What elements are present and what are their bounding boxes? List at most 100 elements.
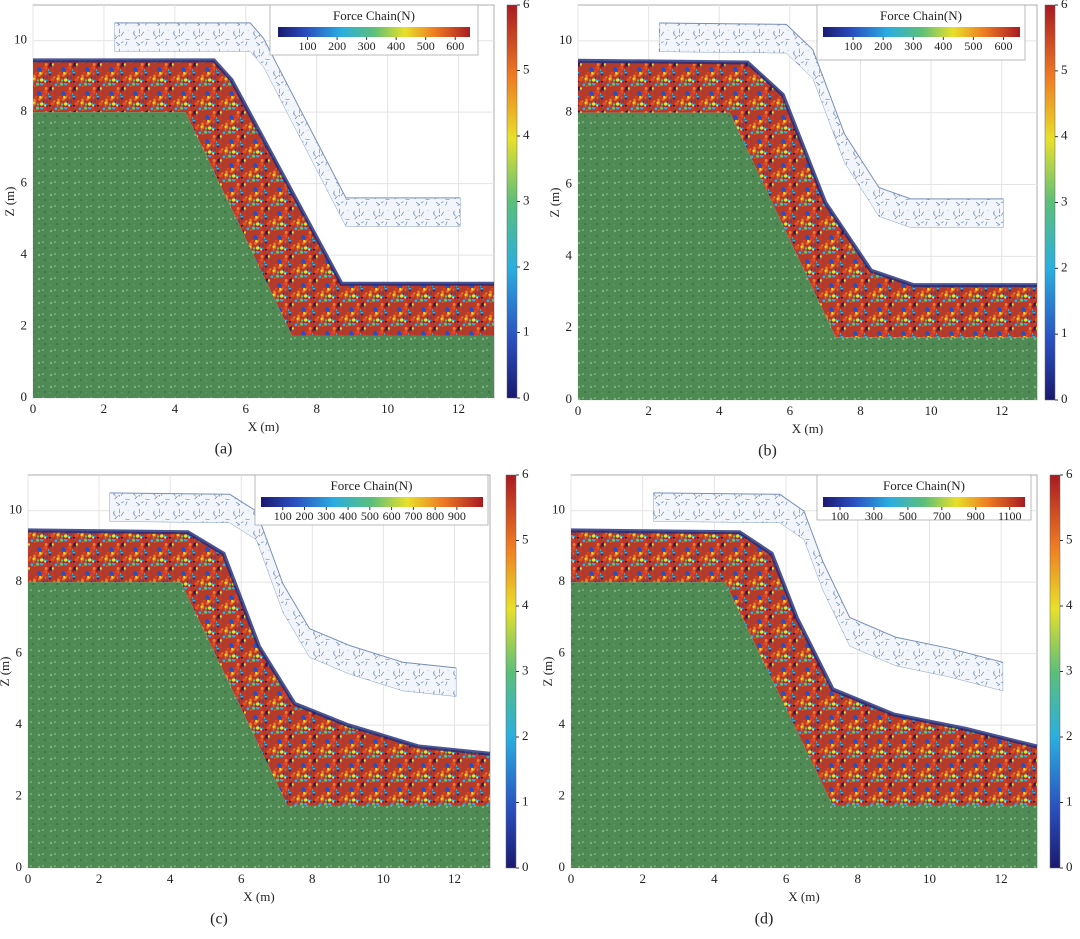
x-tick-label: 2 — [101, 401, 108, 416]
legend-tick-label: 200 — [296, 509, 314, 523]
legend-tick-label: 600 — [994, 39, 1012, 53]
colorbar-tick-label: 6 — [1066, 466, 1073, 481]
x-tick-label: 6 — [783, 871, 790, 886]
colorbar-tick-label: 0 — [523, 389, 530, 404]
y-axis-label: Z (m) — [547, 188, 562, 218]
colorbar-tick-label: 3 — [523, 192, 530, 207]
x-tick-label: 4 — [716, 403, 723, 418]
colorbar-tick-label: 3 — [1061, 193, 1068, 208]
legend-gradient — [261, 497, 483, 507]
x-tick-label: 8 — [855, 871, 862, 886]
x-axis-label: X (m) — [788, 889, 819, 904]
legend-tick-label: 600 — [383, 509, 401, 523]
x-tick-label: 8 — [309, 871, 316, 886]
legend-tick-label: 900 — [967, 509, 985, 523]
y-tick-label: 0 — [559, 859, 566, 874]
colorbar-tick-label: 5 — [522, 531, 529, 546]
colorbar-tick-label: 1 — [1061, 325, 1068, 340]
colorbar-tick-label: 1 — [522, 793, 529, 808]
x-tick-label: 6 — [238, 871, 245, 886]
y-tick-label: 8 — [566, 104, 573, 119]
colorbar — [506, 4, 518, 399]
y-tick-label: 8 — [21, 103, 28, 118]
x-tick-label: 4 — [172, 401, 179, 416]
legend-tick-label: 900 — [448, 509, 466, 523]
legend-tick-label: 100 — [844, 39, 862, 53]
colorbar-tick-label: 4 — [522, 597, 529, 612]
y-tick-label: 10 — [9, 502, 22, 517]
y-tick-label: 6 — [16, 645, 23, 660]
legend-tick-label: 500 — [964, 39, 982, 53]
x-tick-label: 0 — [30, 401, 37, 416]
legend-tick-label: 1100 — [998, 509, 1022, 523]
panel-caption: (b) — [758, 443, 777, 460]
x-tick-label: 12 — [995, 871, 1008, 886]
x-tick-label: 12 — [448, 871, 461, 886]
colorbar — [505, 474, 517, 869]
colorbar-tick-label: 0 — [522, 859, 529, 874]
colorbar-tick-label: 3 — [522, 662, 529, 677]
base-layer — [33, 112, 494, 398]
legend-gradient — [278, 27, 470, 37]
legend-tick-label: 200 — [328, 39, 346, 53]
y-tick-label: 2 — [559, 788, 566, 803]
colorbar-tick-label: 4 — [523, 127, 530, 142]
legend-gradient — [823, 27, 1020, 37]
mixed-layer — [28, 530, 490, 806]
legend-tick-label: 800 — [426, 509, 444, 523]
colorbar-tick-label: 4 — [1066, 597, 1073, 612]
legend-title: Force Chain(N) — [331, 478, 413, 493]
y-tick-label: 6 — [21, 175, 28, 190]
y-tick-label: 8 — [559, 573, 566, 588]
legend-tick-label: 200 — [874, 39, 892, 53]
y-tick-label: 8 — [16, 573, 23, 588]
y-tick-label: 4 — [21, 246, 28, 261]
x-axis-label: X (m) — [243, 889, 274, 904]
x-tick-label: 0 — [25, 871, 32, 886]
base-layer — [578, 112, 1037, 400]
legend-tick-label: 100 — [831, 509, 849, 523]
colorbar — [1044, 4, 1056, 401]
legend-tick-label: 500 — [417, 39, 435, 53]
legend-tick-label: 400 — [387, 39, 405, 53]
x-tick-label: 2 — [96, 871, 103, 886]
y-tick-label: 4 — [566, 247, 573, 262]
surface-edge — [27, 528, 491, 756]
legend-tick-label: 500 — [899, 509, 917, 523]
colorbar-tick-label: 5 — [1066, 531, 1073, 546]
colorbar-tick-label: 3 — [1066, 662, 1073, 677]
x-tick-label: 6 — [243, 401, 250, 416]
legend-tick-label: 100 — [274, 509, 292, 523]
y-axis-label: Z (m) — [0, 657, 12, 687]
x-tick-label: 12 — [452, 401, 465, 416]
base-layer — [571, 582, 1037, 868]
colorbar-tick-label: 2 — [1061, 259, 1068, 274]
mixed-layer — [571, 530, 1037, 806]
y-tick-label: 4 — [559, 716, 566, 731]
y-tick-label: 2 — [16, 788, 23, 803]
x-tick-label: 10 — [377, 871, 390, 886]
x-tick-label: 2 — [639, 871, 646, 886]
y-tick-label: 10 — [552, 502, 565, 517]
y-tick-label: 6 — [559, 645, 566, 660]
legend-tick-label: 300 — [865, 509, 883, 523]
colorbar-tick-label: 1 — [1066, 793, 1073, 808]
panel-caption: (c) — [210, 911, 228, 928]
x-tick-label: 2 — [645, 403, 652, 418]
colorbar-tick-label: 2 — [1066, 728, 1073, 743]
colorbar-tick-label: 4 — [1061, 128, 1068, 143]
legend-tick-label: 300 — [904, 39, 922, 53]
legend-title: Force Chain(N) — [333, 8, 415, 23]
x-tick-label: 6 — [787, 403, 794, 418]
x-axis-label: X (m) — [792, 421, 823, 436]
colorbar-tick-label: 5 — [1061, 62, 1068, 77]
legend-tick-label: 500 — [361, 509, 379, 523]
x-tick-label: 10 — [381, 401, 394, 416]
y-tick-label: 4 — [16, 716, 23, 731]
legend-tick-label: 100 — [299, 39, 317, 53]
colorbar-tick-label: 0 — [1066, 859, 1073, 874]
x-tick-label: 0 — [568, 871, 575, 886]
y-axis-label: Z (m) — [2, 187, 17, 217]
x-tick-label: 8 — [313, 401, 320, 416]
